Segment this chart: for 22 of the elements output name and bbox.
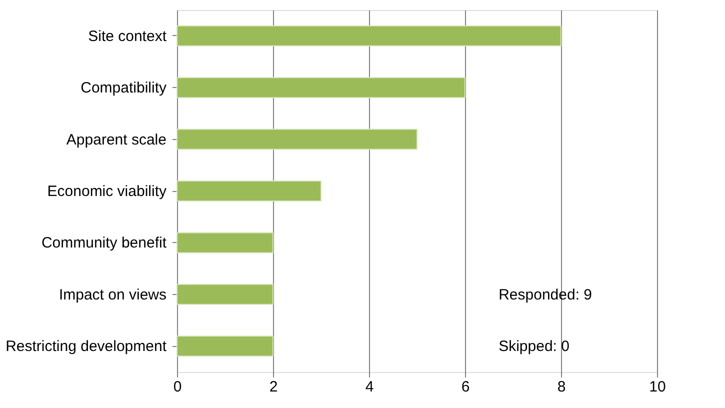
bar <box>176 77 466 98</box>
x-tick-label: 8 <box>557 378 566 396</box>
y-tick-label: Community benefit <box>41 234 168 252</box>
bar <box>176 336 274 357</box>
bar <box>176 25 562 46</box>
annotation: Skipped: 0 <box>498 338 570 356</box>
x-tick-label: 10 <box>649 378 666 396</box>
y-tick-label: Apparent scale <box>66 131 166 148</box>
y-tick-label: Economic viability <box>47 183 167 200</box>
y-tick-label: Compatibility <box>80 80 167 97</box>
bar <box>176 128 418 150</box>
y-tick-label: Site context <box>88 28 168 45</box>
bar <box>176 180 322 202</box>
bar <box>176 284 274 305</box>
annotation: Responded: 9 <box>498 286 592 304</box>
x-tick-label: 0 <box>173 378 182 396</box>
bar <box>176 232 274 254</box>
x-tick-label: 4 <box>365 378 374 396</box>
y-tick-label: Restricting development <box>6 338 168 356</box>
x-tick-label: 2 <box>269 378 278 396</box>
y-tick-label: Impact on views <box>58 286 166 304</box>
x-tick-label: 6 <box>461 378 470 396</box>
